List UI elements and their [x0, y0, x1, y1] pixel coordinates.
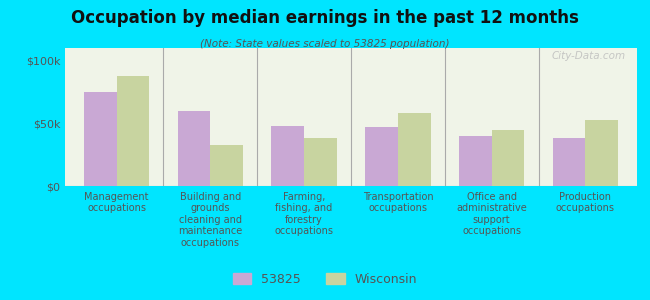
- Bar: [211, 145, 243, 186]
- Text: City-Data.com: City-Data.com: [551, 51, 625, 61]
- Bar: [398, 113, 431, 186]
- Bar: [116, 76, 150, 186]
- Bar: [365, 127, 398, 186]
- Bar: [586, 119, 618, 186]
- Legend: 53825, Wisconsin: 53825, Wisconsin: [227, 268, 422, 291]
- Bar: [304, 138, 337, 186]
- Bar: [271, 126, 304, 186]
- Text: Occupation by median earnings in the past 12 months: Occupation by median earnings in the pas…: [71, 9, 579, 27]
- Bar: [84, 92, 116, 186]
- Bar: [177, 111, 211, 186]
- Bar: [459, 136, 491, 186]
- Text: (Note: State values scaled to 53825 population): (Note: State values scaled to 53825 popu…: [200, 39, 450, 49]
- Bar: [552, 138, 586, 186]
- Bar: [491, 130, 525, 186]
